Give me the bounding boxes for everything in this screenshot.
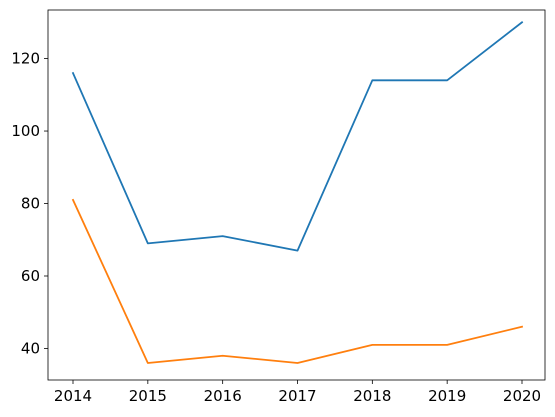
y-tick-label: 100 <box>11 122 40 140</box>
x-tick-label: 2017 <box>278 387 316 405</box>
series-line-1 <box>71 21 524 252</box>
x-tick-label: 2016 <box>204 387 242 405</box>
x-tick-label: 2018 <box>353 387 391 405</box>
y-axis: 40 60 80 100 120 <box>11 50 48 357</box>
x-tick-label: 2015 <box>129 387 167 405</box>
plot-frame <box>47 9 546 381</box>
y-tick-label: 120 <box>11 50 40 68</box>
x-tick-label: 2019 <box>428 387 466 405</box>
plot-area <box>48 10 545 380</box>
x-axis: 2014 2015 2016 2017 2018 2019 2020 <box>54 380 541 405</box>
y-tick-label: 40 <box>21 339 40 357</box>
series-line-2 <box>71 198 524 364</box>
x-tick-label: 2014 <box>54 387 92 405</box>
x-tick-label: 2020 <box>503 387 541 405</box>
y-tick-label: 80 <box>21 195 40 213</box>
series-layer <box>71 21 524 364</box>
y-tick-label: 60 <box>21 267 40 285</box>
